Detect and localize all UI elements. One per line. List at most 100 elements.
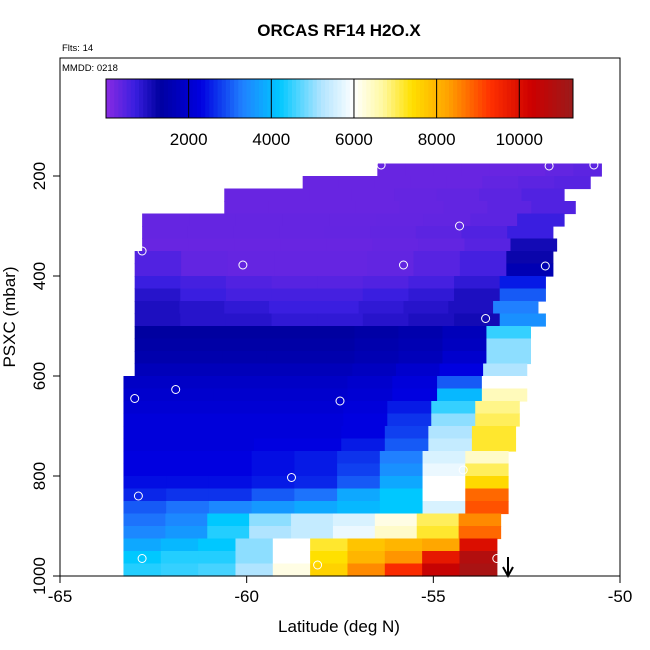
heatmap-cell <box>160 538 199 552</box>
heatmap-cell <box>249 513 292 527</box>
colorbar-swatch <box>424 79 429 118</box>
colorbar-swatch <box>201 79 206 118</box>
heatmap-cell <box>471 438 517 452</box>
heatmap-cell <box>167 413 213 427</box>
colorbar-swatch <box>217 79 223 118</box>
heatmap-cell <box>299 413 344 427</box>
heatmap-cell <box>465 476 509 490</box>
heatmap-cell <box>227 263 275 277</box>
heatmap-cell <box>517 163 546 177</box>
heatmap-cell <box>337 501 381 515</box>
heatmap-cell <box>211 413 256 427</box>
colorbar-swatch <box>184 79 190 118</box>
heatmap-cell <box>454 276 501 290</box>
colorbar-swatch <box>172 79 177 118</box>
heatmap-cell <box>366 263 415 277</box>
heatmap-cell <box>374 513 418 527</box>
heatmap-cell <box>123 451 167 465</box>
heatmap-cell <box>257 388 304 402</box>
heatmap-cell <box>337 476 381 490</box>
heatmap-cell <box>123 563 162 577</box>
heatmap-cell <box>272 551 311 565</box>
heatmap-cell <box>235 213 284 227</box>
heatmap-cell <box>442 326 488 340</box>
heatmap-cell <box>483 363 528 377</box>
heatmap-cell <box>341 426 386 440</box>
colorbar-swatch <box>147 79 152 118</box>
heatmap-cell <box>422 451 466 465</box>
heatmap-cell <box>377 163 406 177</box>
heatmap-cell <box>310 551 349 565</box>
colorbar-swatch <box>134 79 140 118</box>
heatmap-cell <box>464 238 512 252</box>
colorbar-tick-label: 8000 <box>418 130 456 149</box>
heatmap-cell <box>227 251 275 265</box>
heatmap-cell <box>274 251 322 265</box>
colorbar-swatch <box>209 79 214 118</box>
heatmap-cell <box>320 251 368 265</box>
heatmap-cell <box>379 501 424 515</box>
heatmap-cell <box>347 376 393 390</box>
heatmap-cell <box>189 213 237 227</box>
heatmap-cell <box>123 488 167 502</box>
heatmap-cell <box>180 288 227 302</box>
sample-point <box>171 385 181 394</box>
colorbar-swatch <box>374 79 380 118</box>
colorbar-swatch <box>155 79 161 118</box>
colorbar-swatch <box>465 79 471 118</box>
heatmap-cell <box>489 163 518 177</box>
heatmap-cell <box>221 363 266 377</box>
heatmap-cell <box>225 276 273 290</box>
colorbar-swatch <box>325 79 330 118</box>
heatmap-cell <box>317 313 364 327</box>
heatmap-cell <box>337 463 381 477</box>
colorbar-swatch <box>366 79 371 118</box>
colorbar-swatch <box>300 79 305 118</box>
heatmap-cell <box>225 313 273 327</box>
heatmap-cell <box>294 463 338 477</box>
heatmap-cell <box>255 401 300 415</box>
heatmap-cell <box>213 376 259 390</box>
heatmap-cell <box>265 363 310 377</box>
heatmap-cell <box>134 313 181 327</box>
colorbar-swatch <box>535 79 541 118</box>
heatmap-cell <box>251 451 295 465</box>
colorbar-swatch <box>515 79 520 118</box>
heatmap-cell <box>408 313 455 327</box>
heatmap-cell <box>521 188 565 202</box>
heatmap-cell <box>362 276 410 290</box>
colorbar-swatch <box>205 79 210 118</box>
heatmap-cell <box>437 376 483 390</box>
heatmap-cell <box>374 526 418 540</box>
colorbar-swatch <box>122 79 128 118</box>
heatmap-cell <box>347 538 386 552</box>
heatmap-cell <box>352 363 397 377</box>
heatmap-cell <box>465 488 509 502</box>
heatmap-cell <box>446 176 483 190</box>
heatmap-cell <box>465 501 509 515</box>
heatmap-cell <box>442 338 488 352</box>
colorbar-swatch <box>519 79 524 118</box>
heatmap-cell <box>408 288 455 302</box>
heatmap-cell <box>384 438 429 452</box>
heatmap-cell <box>459 563 498 577</box>
heatmap-cell <box>308 363 354 377</box>
heatmap-cell <box>123 426 168 440</box>
heatmap-cell <box>211 401 256 415</box>
heatmap-cell <box>461 226 508 240</box>
heatmap-cell <box>134 301 181 315</box>
colorbar-swatch <box>118 79 124 118</box>
heatmap-cell <box>180 276 227 290</box>
colorbar-swatch <box>275 79 281 118</box>
heatmap-cell <box>554 176 591 190</box>
heatmap-cell <box>188 238 235 252</box>
heatmap-cell <box>341 438 386 452</box>
heatmap-cell <box>343 401 388 415</box>
colorbar-swatch <box>477 79 483 118</box>
heatmap-cell <box>178 326 224 340</box>
colorbar-swatch <box>420 79 425 118</box>
heatmap-cell <box>458 526 502 540</box>
heatmap-cell <box>351 188 395 202</box>
colorbar-swatch <box>370 79 376 118</box>
